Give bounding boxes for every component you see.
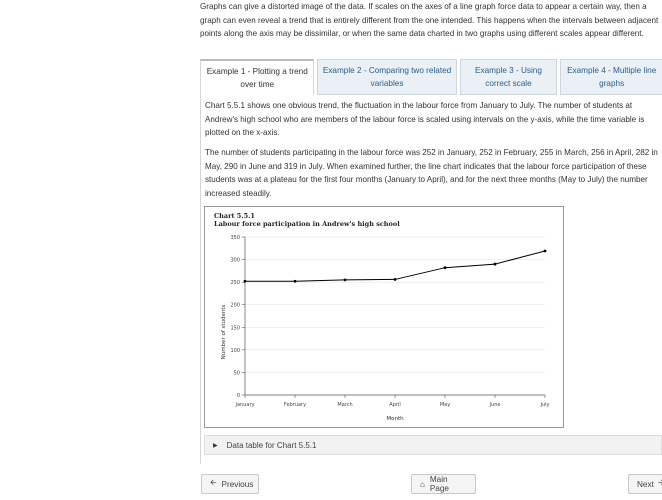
x-tick-label: January [235, 402, 255, 408]
y-tick-label: 0 [237, 393, 240, 399]
y-tick-label: 150 [230, 325, 240, 331]
example-tabs: Example 1 - Plotting a trend over time E… [200, 59, 662, 95]
arrow-left-icon: 🡨 [210, 478, 217, 487]
x-axis-label: Month [386, 416, 404, 422]
data-point [343, 278, 347, 282]
main-page-label: Main Page [429, 475, 449, 493]
y-tick-label: 250 [230, 280, 240, 286]
x-tick-label: May [440, 402, 450, 408]
triangle-right-icon: ▶ [213, 442, 218, 449]
x-tick-label: February [284, 402, 306, 408]
chart-title: Chart 5.5.1 Labour force participation i… [214, 212, 400, 228]
chart-description-paragraph: Chart 5.5.1 shows one obvious trend, the… [205, 101, 645, 137]
x-tick-label: July [540, 402, 550, 408]
series-line [245, 250, 546, 282]
data-point [393, 278, 397, 281]
data-point [543, 249, 547, 253]
grid-lines [245, 236, 545, 373]
previous-button[interactable]: 🡨 Previous [201, 474, 259, 494]
arrow-right-icon: 🡪 [657, 478, 662, 487]
chart-title-text: Labour force participation in Andrew's h… [214, 220, 400, 228]
y-axis-label: Number of students [221, 304, 227, 359]
data-table-label: Data table for Chart 5.5.1 [226, 440, 317, 450]
main-page-button[interactable]: ⌂ Main Page [411, 474, 476, 494]
next-label: Next [637, 479, 654, 489]
chart-values-paragraph: The number of students participating in … [205, 148, 658, 198]
home-icon: ⌂ [420, 479, 425, 489]
x-tick-label: March [337, 402, 352, 408]
data-point [443, 266, 447, 270]
tab-example-1[interactable]: Example 1 - Plotting a trend over time [200, 59, 315, 95]
x-tick-label: June [489, 402, 501, 408]
y-tick-label: 50 [234, 370, 240, 376]
chart-axes [242, 236, 546, 398]
next-button[interactable]: Next 🡪 [628, 474, 662, 494]
data-point [493, 262, 497, 266]
x-tick-label: April [389, 402, 400, 408]
y-tick-labels: 0 50 100 150 200 250 300 350 [230, 235, 240, 399]
y-tick-label: 200 [230, 303, 240, 309]
tab-example-3[interactable]: Example 3 - Using correct scale [459, 59, 558, 95]
series-points [243, 249, 547, 283]
y-tick-label: 350 [230, 235, 240, 241]
chart-container: Chart 5.5.1 Labour force participation i… [204, 206, 564, 428]
line-chart: 0 50 100 150 200 250 300 350 January February Mar… [221, 235, 550, 422]
intro-paragraph: Graphs can give a distorted image of the… [200, 2, 659, 38]
data-table-toggle[interactable]: ▶ Data table for Chart 5.5.1 [204, 435, 662, 455]
y-tick-label: 300 [230, 258, 240, 264]
tab-example-2[interactable]: Example 2 - Comparing two related variab… [317, 59, 457, 95]
tab-panel [200, 94, 662, 464]
data-point [293, 279, 297, 283]
series-line-path [245, 250, 546, 282]
chart-title-number: Chart 5.5.1 [214, 212, 255, 220]
data-point [243, 279, 247, 283]
previous-label: Previous [221, 479, 254, 489]
x-tick-labels: January February March April May June July [235, 402, 550, 408]
y-tick-label: 100 [230, 348, 240, 354]
tab-example-4[interactable]: Example 4 - Multiple line graphs [560, 59, 662, 95]
